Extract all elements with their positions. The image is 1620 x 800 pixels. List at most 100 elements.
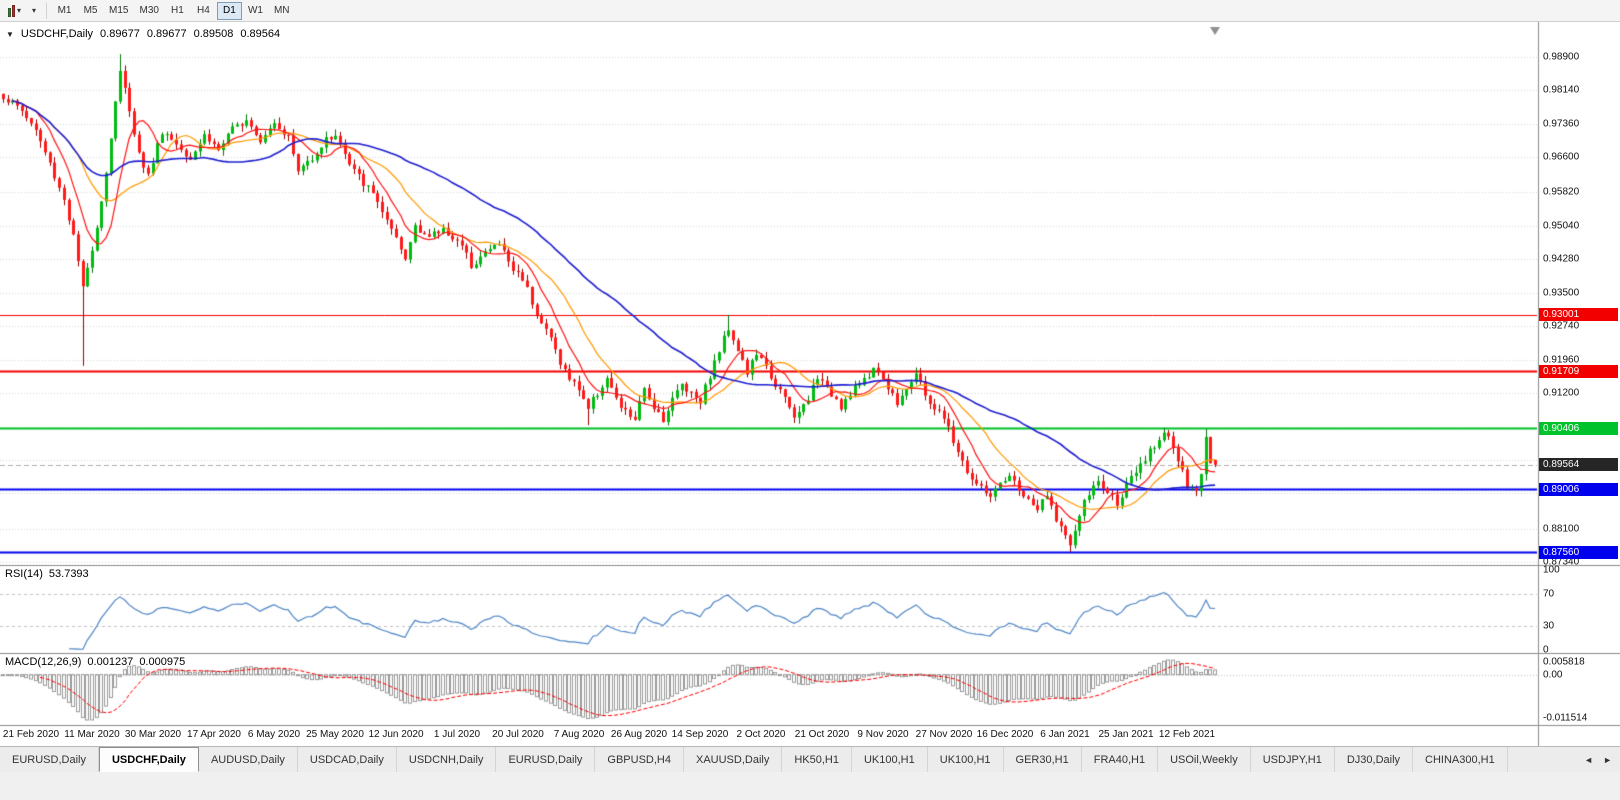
date-axis-label: 6 May 2020 [247,729,301,740]
chart-tab-usdchf-daily[interactable]: USDCHF,Daily [98,747,199,772]
date-axis-label: 21 Feb 2020 [2,729,60,740]
chevron-down-icon: ▾ [32,5,37,15]
price-axis-tick: 0.91960 [1543,354,1580,366]
current-price-badge: 0.89564 [1539,458,1618,472]
date-axis-label: 2 Oct 2020 [736,729,786,740]
date-axis-label: 30 Mar 2020 [124,729,182,740]
chart-tab-china300-h1[interactable]: CHINA300,H1 [1413,747,1508,772]
price-level-badge: 0.90406 [1539,421,1618,435]
price-axis-tick: 0.91200 [1543,387,1580,399]
macd-signal-value: 0.000975 [139,656,186,668]
price-level-badge: 0.87560 [1539,545,1618,559]
rsi-indicator-label: RSI(14) 53.7393 [5,568,89,580]
date-axis-label: 21 Oct 2020 [794,729,850,740]
ohlc-close: 0.89564 [240,28,281,40]
timeframe-button-m30[interactable]: M30 [139,5,159,16]
chart-tab-eurusd-daily[interactable]: EURUSD,Daily [496,747,596,772]
chart-tab-usdcnh-daily[interactable]: USDCNH,Daily [397,747,497,772]
rsi-axis-tick: 100 [1543,564,1560,576]
collapse-chart-icon[interactable]: ▼ [6,29,14,39]
chart-tab-dj30-daily[interactable]: DJ30,Daily [1335,747,1414,772]
rsi-axis-tick: 70 [1543,588,1555,600]
ohlc-open: 0.89677 [100,28,140,40]
price-axis-tick: 0.92740 [1543,320,1580,332]
chart-tab-bar: EURUSD,Daily USDCHF,Daily AUDUSD,Daily USDC… [0,746,1620,772]
date-axis-label: 1 Jul 2020 [433,729,481,740]
chart-tab-usdjpy-h1[interactable]: USDJPY,H1 [1251,747,1335,772]
macd-indicator-label: MACD(12,26,9) 0.001237 0.000975 [5,656,185,668]
macd-name: MACD(12,26,9) [5,656,82,668]
chart-tab-uk100-h1[interactable]: UK100,H1 [928,747,1004,772]
timeframe-button-m5[interactable]: M5 [83,5,98,16]
chart-tab-audusd-daily[interactable]: AUDUSD,Daily [199,747,298,772]
price-axis-tick: 0.95040 [1543,220,1580,232]
timeframe-buttons: M1 M5 M15 M30 H1 H4 D1 W1 MN [52,1,294,20]
date-axis-label: 9 Nov 2020 [857,729,909,740]
price-level-badge: 0.91709 [1539,364,1618,378]
price-axis-tick: 0.96600 [1543,151,1580,163]
ohlc-low: 0.89508 [193,28,234,40]
timeframe-button-mn[interactable]: MN [273,5,290,16]
price-axis-tick: 0.97360 [1543,118,1580,130]
chart-tab-gbpusd-h4[interactable]: GBPUSD,H4 [595,747,684,772]
chart-tab-usoil-weekly[interactable]: USOil,Weekly [1158,747,1251,772]
date-axis-label: 26 Aug 2020 [610,729,668,740]
pane-separator-rsi-macd[interactable] [0,651,1620,655]
date-axis-label: 17 Apr 2020 [187,729,241,740]
chart-tabs: EURUSD,Daily USDCHF,Daily AUDUSD,Daily USDC… [0,747,1508,772]
macd-axis-tick: 0.005818 [1543,656,1585,668]
timeframe-button-d1[interactable]: D1 [216,1,242,20]
tab-scroll-right-button[interactable]: ► [1603,754,1612,765]
price-axis-tick: 0.87340 [1543,556,1580,568]
chart-tab-xauusd-daily[interactable]: XAUUSD,Daily [684,747,783,772]
tab-scroll-left-button[interactable]: ◄ [1584,754,1594,765]
chart-tab-hk50-h1[interactable]: HK50,H1 [782,747,852,772]
date-axis-label: 12 Feb 2021 [1158,729,1216,740]
chevron-down-icon: ▾ [17,5,22,15]
date-axis-label: 12 Jun 2020 [368,729,424,740]
rsi-name: RSI(14) [5,568,43,580]
chart-type-button[interactable]: ▾ [3,2,26,20]
date-axis-label: 14 Sep 2020 [671,729,729,740]
date-axis-label: 6 Jan 2021 [1040,729,1090,740]
rsi-axis-tick: 0 [1543,644,1549,656]
price-axis-tick: 0.88100 [1543,523,1580,535]
chart-tab-ger30-h1[interactable]: GER30,H1 [1004,747,1082,772]
macd-axis-tick: -0.011514 [1543,712,1588,724]
date-axis-label: 20 Jul 2020 [492,729,544,740]
price-axis-tick: 0.93500 [1543,287,1580,299]
date-axis-label: 11 Mar 2020 [64,729,120,740]
price-axis-tick: 0.94280 [1543,253,1580,265]
timeframe-button-m1[interactable]: M1 [57,5,72,16]
rsi-value: 53.7393 [48,568,89,580]
chart-list-button[interactable]: ▾ [27,2,41,20]
chart-window: ▼ USDCHF,Daily 0.89677 0.89677 0.89508 0… [0,22,1620,746]
timeframe-button-w1[interactable]: W1 [247,5,263,16]
price-axis-tick: 0.98140 [1543,84,1580,96]
timeframe-button-h1[interactable]: H1 [171,5,184,16]
macd-axis-tick: 0.00 [1543,669,1563,681]
date-axis-label: 27 Nov 2020 [915,729,973,740]
window-filler [0,772,1620,800]
chart-tab-uk100-h1[interactable]: UK100,H1 [852,747,928,772]
pane-separator-main-rsi[interactable] [0,563,1620,567]
date-axis-label: 25 May 2020 [306,729,364,740]
timeframe-button-h4[interactable]: H4 [197,5,210,16]
date-axis-label: 25 Jan 2021 [1098,729,1154,740]
price-level-badge: 0.89006 [1539,482,1618,496]
tab-scroll-controls: ◄ ► [1576,747,1620,772]
chart-tab-eurusd-daily[interactable]: EURUSD,Daily [0,747,99,772]
chart-canvas[interactable] [0,22,1620,746]
date-axis-label: 7 Aug 2020 [553,729,605,740]
price-axis-tick: 0.95820 [1543,186,1580,198]
chart-title: ▼ USDCHF,Daily 0.89677 0.89677 0.89508 0… [6,28,280,40]
macd-main-value: 0.001237 [87,656,134,668]
price-axis-tick: 0.98900 [1543,51,1580,63]
price-level-badge: 0.93001 [1539,308,1618,322]
chart-tab-fra40-h1[interactable]: FRA40,H1 [1082,747,1159,772]
chart-symbol-period: USDCHF,Daily [20,28,94,40]
chart-tab-usdcad-daily[interactable]: USDCAD,Daily [298,747,397,772]
timeframe-button-m15[interactable]: M15 [109,5,129,16]
ohlc-high: 0.89677 [146,28,187,40]
